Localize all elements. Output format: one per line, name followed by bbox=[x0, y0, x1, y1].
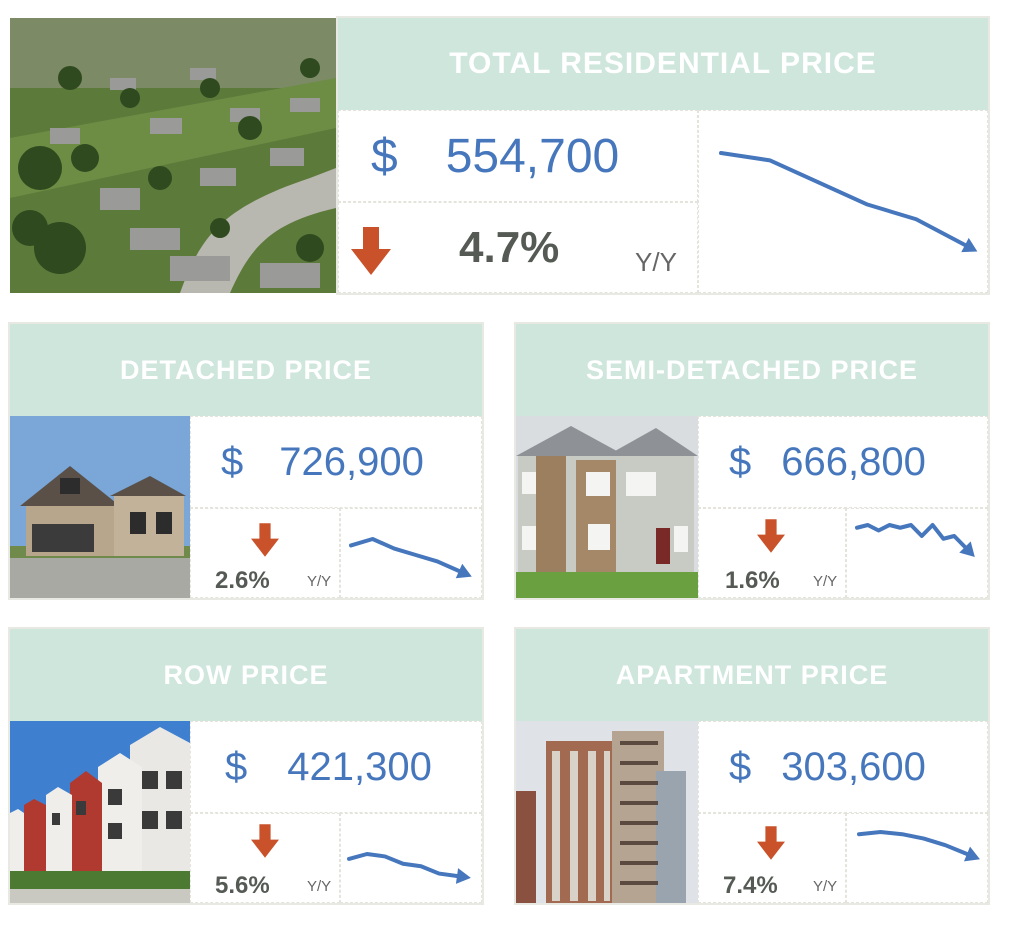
semi-detached-trend-cell bbox=[846, 508, 988, 598]
apartment-trend-cell bbox=[846, 813, 988, 903]
period-label: Y/Y bbox=[813, 573, 838, 590]
currency-symbol: $ bbox=[225, 744, 248, 789]
total-price-title: TOTAL RESIDENTIAL PRICE bbox=[338, 18, 988, 110]
trend-line bbox=[857, 830, 969, 856]
currency-symbol: $ bbox=[371, 129, 398, 183]
price-amount: 554,700 bbox=[445, 129, 620, 183]
semi-detached-house-photo bbox=[516, 416, 698, 598]
change-percent: 7.4% bbox=[723, 872, 778, 899]
semi-detached-title: SEMI-DETACHED PRICE bbox=[516, 324, 988, 416]
trend-arrowhead bbox=[959, 541, 975, 557]
detached-panel: DETACHED PRICE $ 726,900 2.6% Y/Y bbox=[8, 322, 484, 600]
apartment-change-cell: 7.4% Y/Y bbox=[698, 813, 846, 903]
currency-symbol: $ bbox=[729, 439, 752, 484]
change-percent: 4.7% bbox=[459, 223, 560, 272]
trend-arrowhead bbox=[455, 868, 471, 884]
row-trend-cell bbox=[340, 813, 482, 903]
total-residential-panel: TOTAL RESIDENTIAL PRICE $ 554,700 4.7% Y… bbox=[8, 16, 990, 295]
detached-trend-sparkline bbox=[349, 537, 472, 579]
down-arrow-icon bbox=[351, 227, 391, 275]
price-amount: 303,600 bbox=[781, 744, 926, 789]
change-percent: 5.6% bbox=[215, 872, 270, 899]
trend-line bbox=[855, 523, 967, 549]
row-title: ROW PRICE bbox=[10, 629, 482, 721]
apartment-trend-sparkline bbox=[857, 830, 980, 862]
total-change-cell: 4.7% Y/Y bbox=[338, 202, 698, 293]
down-arrow-icon bbox=[251, 523, 279, 557]
row-change-cell: 5.6% Y/Y bbox=[190, 813, 340, 903]
semi-detached-change-cell: 1.6% Y/Y bbox=[698, 508, 846, 598]
detached-change-cell: 2.6% Y/Y bbox=[190, 508, 340, 598]
trend-arrowhead bbox=[455, 563, 472, 579]
trend-line bbox=[349, 537, 461, 573]
price-amount: 421,300 bbox=[287, 744, 432, 789]
price-amount: 666,800 bbox=[781, 439, 926, 484]
aerial-neighbourhood-photo bbox=[10, 18, 336, 293]
detached-house-photo bbox=[10, 416, 190, 598]
total-trend-sparkline bbox=[719, 151, 978, 253]
down-arrow-icon bbox=[757, 519, 785, 553]
detached-title: DETACHED PRICE bbox=[10, 324, 482, 416]
row-trend-sparkline bbox=[347, 852, 471, 884]
row-townhouse-photo bbox=[10, 721, 190, 903]
semi-detached-panel: SEMI-DETACHED PRICE $ 666,800 1.6% Y/Y bbox=[514, 322, 990, 600]
trend-arrowhead bbox=[961, 237, 978, 253]
currency-symbol: $ bbox=[729, 744, 752, 789]
period-label: Y/Y bbox=[307, 878, 332, 895]
down-arrow-icon bbox=[251, 824, 279, 858]
semi-detached-trend-sparkline bbox=[855, 523, 975, 557]
price-amount: 726,900 bbox=[279, 439, 424, 484]
change-percent: 1.6% bbox=[725, 567, 780, 594]
total-price-value: $ 554,700 bbox=[338, 110, 698, 202]
detached-price-value: $ 726,900 bbox=[190, 416, 482, 508]
trend-line bbox=[347, 852, 459, 878]
period-label: Y/Y bbox=[635, 247, 677, 277]
apartment-title: APARTMENT PRICE bbox=[516, 629, 988, 721]
apartment-price-value: $ 303,600 bbox=[698, 721, 988, 813]
trend-arrowhead bbox=[963, 846, 980, 862]
trend-line bbox=[719, 151, 967, 247]
total-trend-cell bbox=[698, 110, 988, 293]
period-label: Y/Y bbox=[813, 878, 838, 895]
row-panel: ROW PRICE $ 421,300 5.6% Y/Y bbox=[8, 627, 484, 905]
down-arrow-icon bbox=[757, 826, 785, 860]
row-price-value: $ 421,300 bbox=[190, 721, 482, 813]
apartment-tower-photo bbox=[516, 721, 698, 903]
currency-symbol: $ bbox=[221, 439, 244, 484]
apartment-panel: APARTMENT PRICE $ 303,600 7.4 bbox=[514, 627, 990, 905]
period-label: Y/Y bbox=[307, 573, 332, 590]
semi-detached-price-value: $ 666,800 bbox=[698, 416, 988, 508]
change-percent: 2.6% bbox=[215, 567, 270, 594]
detached-trend-cell bbox=[340, 508, 482, 598]
